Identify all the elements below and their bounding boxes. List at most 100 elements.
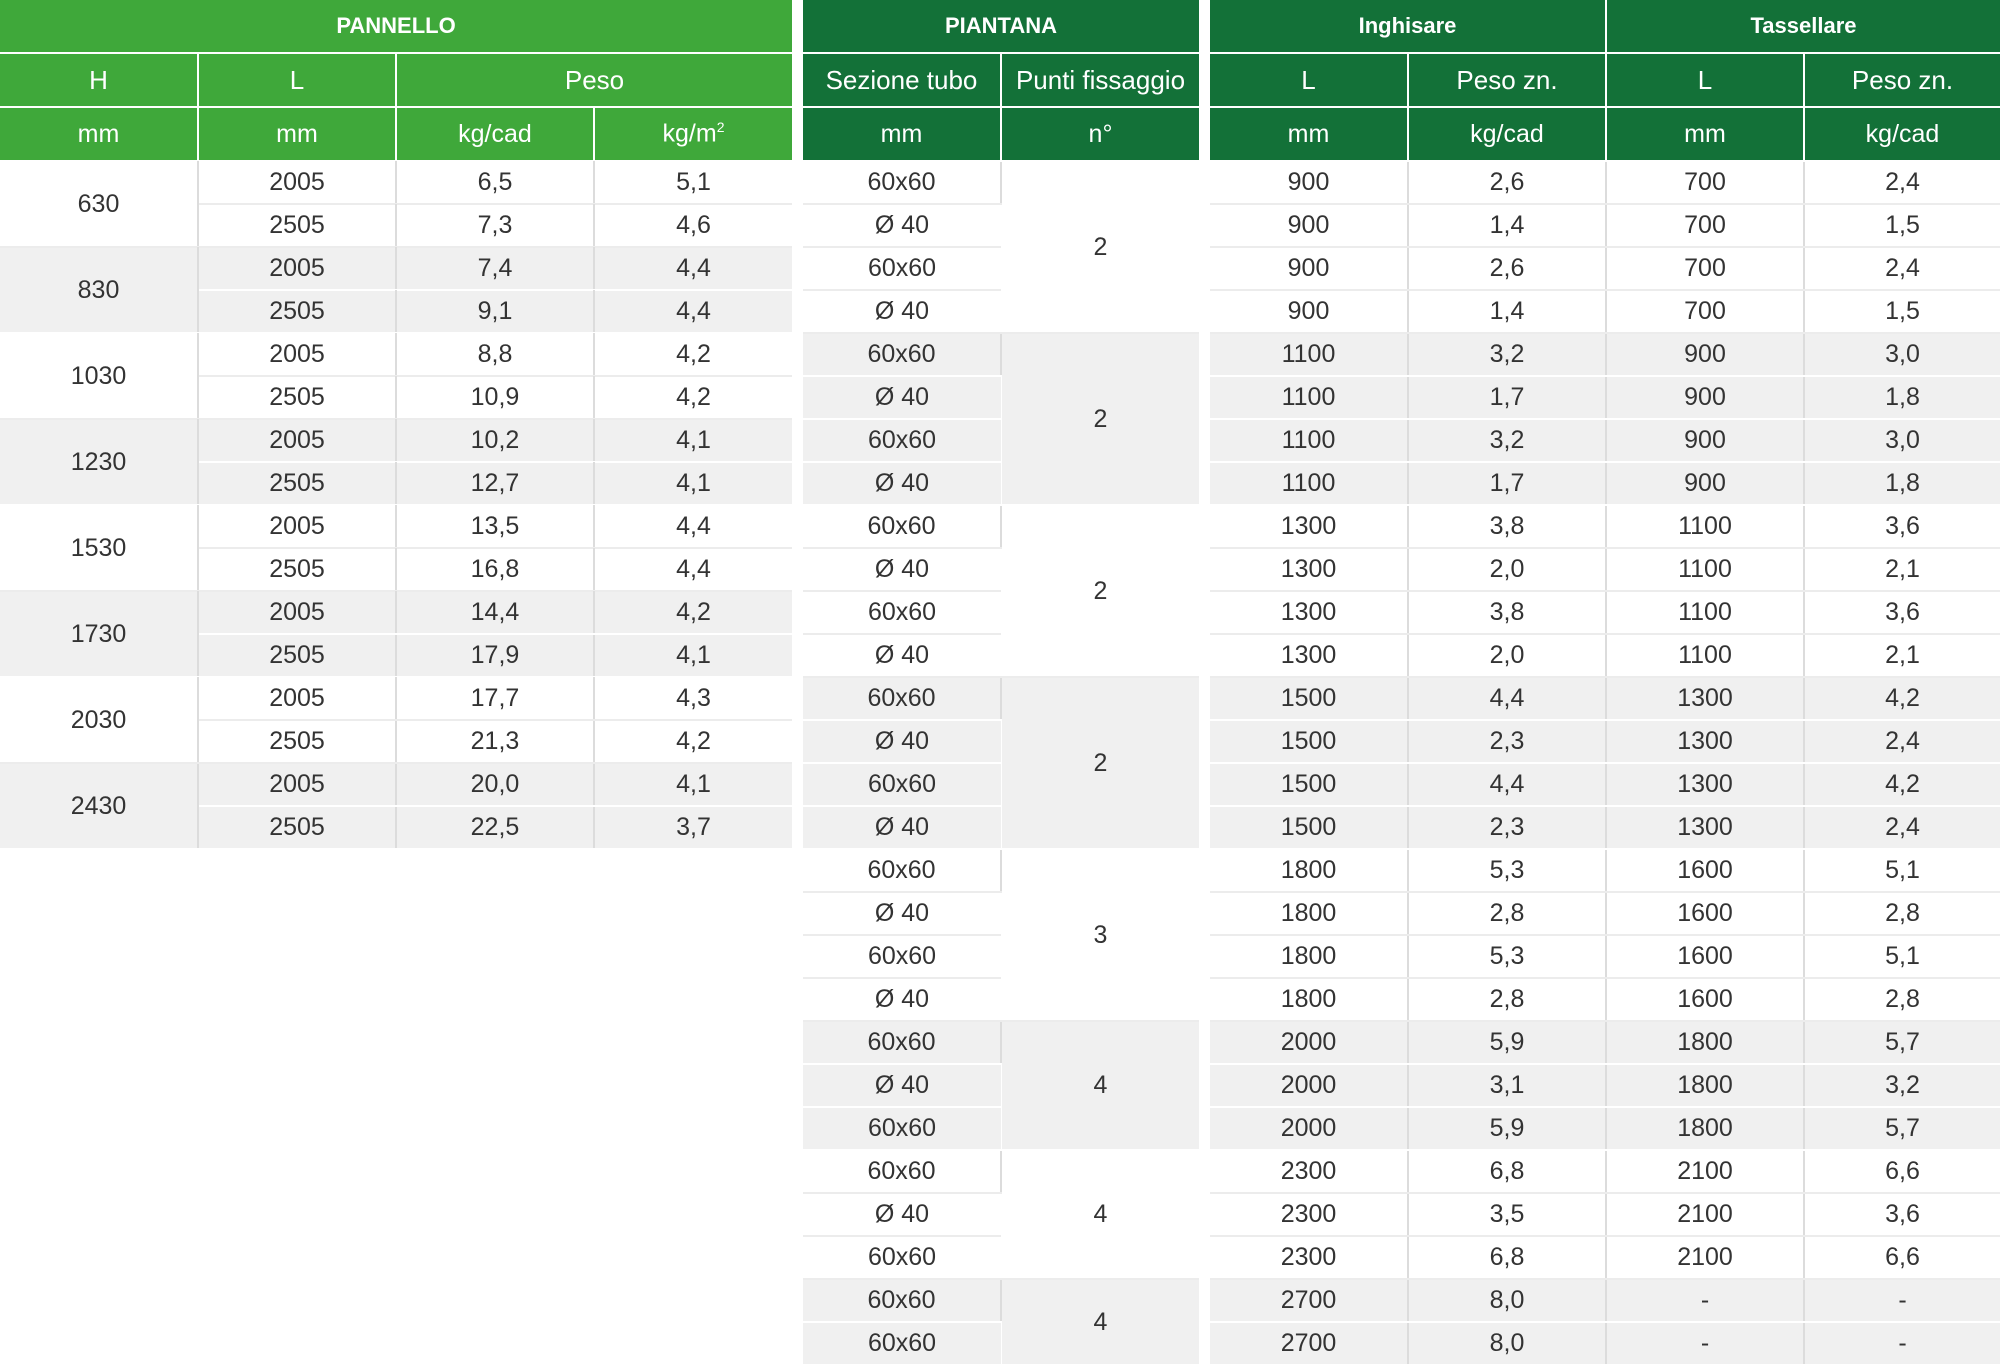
table-row: 60x60 bbox=[803, 763, 1199, 807]
table-row: Ø 40 bbox=[803, 1193, 1199, 1237]
col-header-h: H bbox=[0, 53, 199, 108]
table-row: 60x60 2 bbox=[803, 505, 1199, 678]
cell-h: 2430 bbox=[0, 763, 199, 850]
cell-inghisare-peso: 3,8 bbox=[1408, 505, 1607, 549]
cell-tassellare-peso: 2,4 bbox=[1804, 247, 2000, 291]
cell-punti-fissaggio: 2 bbox=[1001, 677, 1199, 850]
cell-l: 2005 bbox=[198, 333, 397, 377]
cell-tassellare-peso: 3,6 bbox=[1804, 591, 2000, 635]
cell-inghisare-l: 1500 bbox=[1210, 763, 1409, 807]
cell-l: 2505 bbox=[198, 806, 397, 850]
cell-sezione-tubo: Ø 40 bbox=[803, 548, 1001, 592]
pannello-table: PANNELLO H L Peso mm mm kg/cad kg/m2 630… bbox=[0, 0, 792, 850]
cell-inghisare-peso: 8,0 bbox=[1408, 1279, 1607, 1323]
cell-tassellare-l: 1800 bbox=[1606, 1064, 1805, 1108]
cell-inghisare-peso: 1,7 bbox=[1408, 376, 1607, 420]
table-row: 2300 6,8 2100 6,6 bbox=[1210, 1236, 2000, 1280]
cell-tassellare-peso: 1,5 bbox=[1804, 290, 2000, 334]
cell-tassellare-peso: 2,8 bbox=[1804, 892, 2000, 936]
cell-tassellare-peso: 5,7 bbox=[1804, 1107, 2000, 1151]
table-row: 60x60 bbox=[803, 1236, 1199, 1280]
cell-tassellare-peso: 4,2 bbox=[1804, 763, 2000, 807]
cell-l: 2005 bbox=[198, 763, 397, 807]
cell-sezione-tubo: 60x60 bbox=[803, 849, 1002, 893]
table-row: 900 2,6 700 2,4 bbox=[1210, 161, 2000, 205]
unit-tassellare-l: mm bbox=[1606, 107, 1805, 162]
cell-inghisare-l: 1500 bbox=[1210, 720, 1409, 764]
cell-inghisare-peso: 5,9 bbox=[1408, 1021, 1607, 1065]
cell-tassellare-l: 700 bbox=[1606, 290, 1805, 334]
table-row: 900 1,4 700 1,5 bbox=[1210, 290, 2000, 334]
table-row: 2000 5,9 1800 5,7 bbox=[1210, 1107, 2000, 1151]
cell-inghisare-l: 2000 bbox=[1210, 1107, 1409, 1151]
cell-inghisare-l: 1800 bbox=[1210, 978, 1409, 1022]
cell-tassellare-l: 2100 bbox=[1606, 1193, 1805, 1237]
cell-sezione-tubo: Ø 40 bbox=[803, 1193, 1001, 1237]
cell-kgcad: 13,5 bbox=[396, 505, 595, 549]
cell-inghisare-l: 900 bbox=[1210, 290, 1409, 334]
cell-tassellare-peso: 5,1 bbox=[1804, 935, 2000, 979]
cell-inghisare-peso: 1,4 bbox=[1408, 204, 1607, 248]
cell-kgcad: 21,3 bbox=[396, 720, 595, 764]
cell-kgcad: 10,9 bbox=[396, 376, 595, 420]
cell-inghisare-peso: 1,7 bbox=[1408, 462, 1607, 506]
cell-kgm2: 4,4 bbox=[594, 548, 792, 592]
cell-tassellare-peso: - bbox=[1804, 1322, 2000, 1366]
cell-tassellare-l: 1100 bbox=[1606, 634, 1805, 678]
table-row: 2300 6,8 2100 6,6 bbox=[1210, 1150, 2000, 1194]
cell-tassellare-l: 900 bbox=[1606, 333, 1805, 377]
cell-inghisare-peso: 5,9 bbox=[1408, 1107, 1607, 1151]
table-row: 1500 4,4 1300 4,2 bbox=[1210, 677, 2000, 721]
cell-l: 2005 bbox=[198, 161, 397, 205]
cell-inghisare-l: 1300 bbox=[1210, 634, 1409, 678]
cell-tassellare-peso: 3,6 bbox=[1804, 1193, 2000, 1237]
piantana-table: PIANTANA Sezione tubo Punti fissaggio mm… bbox=[803, 0, 1199, 1366]
cell-h: 1030 bbox=[0, 333, 199, 420]
cell-inghisare-l: 1100 bbox=[1210, 419, 1409, 463]
cell-inghisare-l: 2300 bbox=[1210, 1193, 1409, 1237]
cell-tassellare-peso: 5,7 bbox=[1804, 1021, 2000, 1065]
cell-inghisare-peso: 3,1 bbox=[1408, 1064, 1607, 1108]
piantana-title: PIANTANA bbox=[803, 0, 1199, 54]
cell-tassellare-peso: 6,6 bbox=[1804, 1236, 2000, 1280]
cell-sezione-tubo: 60x60 bbox=[803, 333, 1002, 377]
cell-punti-fissaggio: 2 bbox=[1001, 333, 1199, 506]
cell-inghisare-l: 1300 bbox=[1210, 591, 1409, 635]
table-row: 60x60 bbox=[803, 591, 1199, 635]
cell-tassellare-l: 1300 bbox=[1606, 763, 1805, 807]
unit-punti: n° bbox=[1001, 107, 1199, 162]
cell-kgm2: 4,1 bbox=[594, 419, 792, 463]
cell-inghisare-peso: 4,4 bbox=[1408, 677, 1607, 721]
table-row: 2000 5,9 1800 5,7 bbox=[1210, 1021, 2000, 1065]
cell-punti-fissaggio: 2 bbox=[1001, 505, 1199, 678]
table-row: 1800 5,3 1600 5,1 bbox=[1210, 849, 2000, 893]
col-header-tassellare-peso: Peso zn. bbox=[1804, 53, 2000, 108]
cell-kgcad: 8,8 bbox=[396, 333, 595, 377]
table-row: Ø 40 bbox=[803, 376, 1199, 420]
cell-l: 2005 bbox=[198, 505, 397, 549]
cell-inghisare-l: 1100 bbox=[1210, 333, 1409, 377]
cell-inghisare-peso: 4,4 bbox=[1408, 763, 1607, 807]
cell-inghisare-l: 2000 bbox=[1210, 1064, 1409, 1108]
cell-sezione-tubo: 60x60 bbox=[803, 1279, 1002, 1323]
cell-punti-fissaggio: 4 bbox=[1001, 1279, 1199, 1366]
cell-h: 2030 bbox=[0, 677, 199, 764]
cell-tassellare-l: 700 bbox=[1606, 247, 1805, 291]
cell-l: 2005 bbox=[198, 247, 397, 291]
cell-tassellare-peso: 1,8 bbox=[1804, 462, 2000, 506]
cell-inghisare-l: 1300 bbox=[1210, 505, 1409, 549]
cell-tassellare-l: 1100 bbox=[1606, 548, 1805, 592]
cell-kgcad: 6,5 bbox=[396, 161, 595, 205]
cell-tassellare-peso: 6,6 bbox=[1804, 1150, 2000, 1194]
table-row: 1800 5,3 1600 5,1 bbox=[1210, 935, 2000, 979]
cell-punti-fissaggio: 2 bbox=[1001, 161, 1199, 334]
col-header-inghisare-l: L bbox=[1210, 53, 1409, 108]
pannello-title: PANNELLO bbox=[0, 0, 792, 54]
cell-tassellare-peso: 2,4 bbox=[1804, 161, 2000, 205]
table-row: 60x60 bbox=[803, 1322, 1199, 1366]
cell-inghisare-peso: 5,3 bbox=[1408, 935, 1607, 979]
cell-kgcad: 22,5 bbox=[396, 806, 595, 850]
table-row: Ø 40 bbox=[803, 720, 1199, 764]
cell-tassellare-peso: 2,8 bbox=[1804, 978, 2000, 1022]
cell-kgm2: 4,1 bbox=[594, 462, 792, 506]
